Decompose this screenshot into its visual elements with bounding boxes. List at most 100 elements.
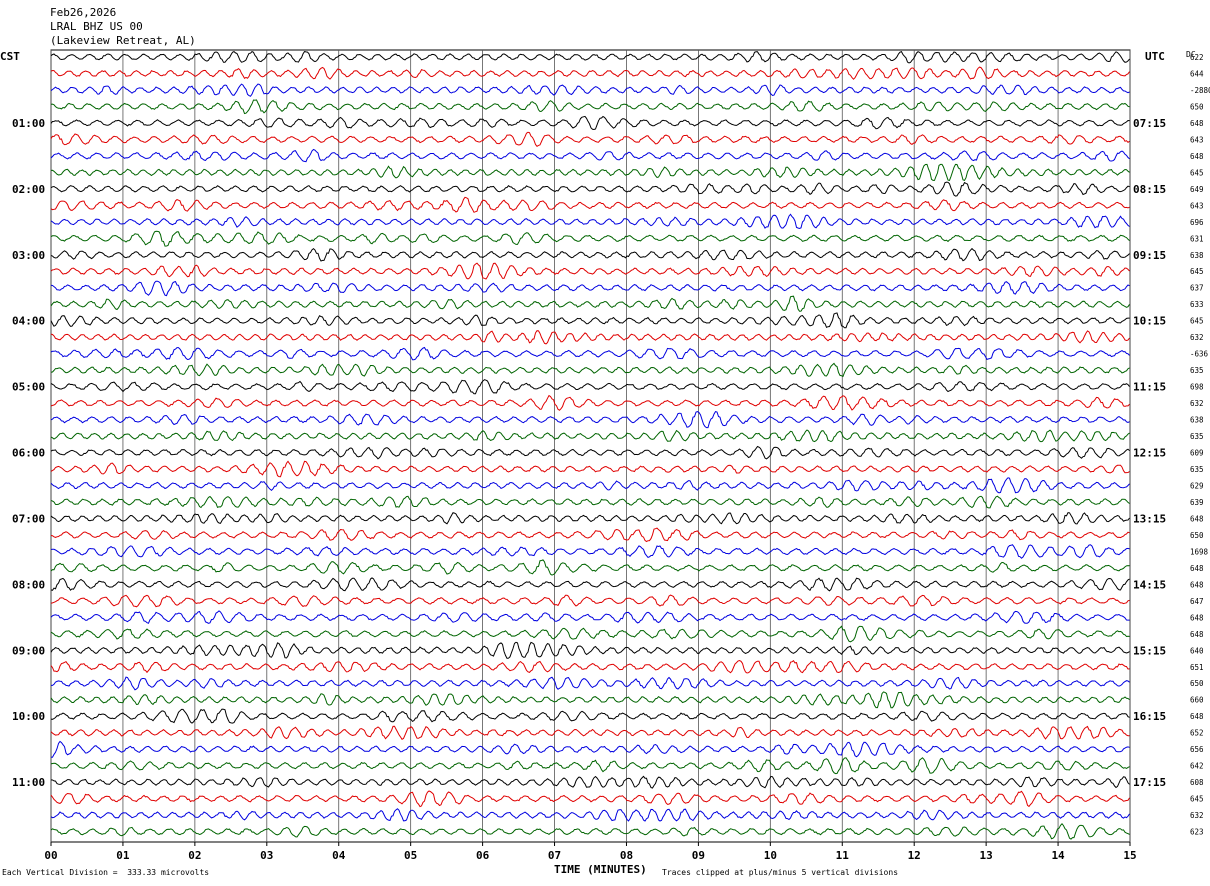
dc-offset-label: 632	[1190, 399, 1204, 408]
x-tick-label: 09	[692, 849, 705, 862]
seismogram-trace	[50, 757, 1130, 775]
dc-offset-label: 639	[1190, 498, 1204, 507]
x-tick-label: 13	[980, 849, 993, 862]
x-tick-label: 15	[1123, 849, 1136, 862]
cst-hour-label: 06:00	[12, 447, 45, 460]
dc-offset-label: 642	[1190, 762, 1204, 771]
dc-offset-label: 635	[1190, 432, 1204, 441]
dc-offset-label: 650	[1190, 531, 1204, 540]
dc-offset-label: 648	[1190, 580, 1204, 589]
cst-hour-label: 01:00	[12, 117, 45, 130]
seismogram-trace	[50, 280, 1130, 297]
seismogram-trace	[50, 115, 1130, 131]
record-date: Feb26,2026	[50, 6, 117, 19]
x-tick-label: 11	[836, 849, 850, 862]
seismogram-trace	[50, 691, 1130, 709]
seismogram-trace	[50, 346, 1130, 361]
dc-offset-label: 637	[1190, 284, 1204, 293]
dc-offset-label: 643	[1190, 135, 1204, 144]
seismogram-trace	[50, 230, 1130, 247]
dc-offset-label: 648	[1190, 564, 1204, 573]
utc-hour-label: 09:15	[1133, 249, 1166, 262]
dc-offset-label: 648	[1190, 712, 1204, 721]
seismogram-trace	[50, 460, 1130, 478]
seismogram-trace	[50, 495, 1130, 509]
x-tick-label: 10	[764, 849, 777, 862]
seismogram-trace	[51, 676, 1130, 691]
cst-hour-label: 02:00	[12, 183, 45, 196]
dc-offset-header: DC	[1186, 50, 1196, 59]
utc-hour-label: 13:15	[1133, 512, 1166, 525]
seismogram-trace	[50, 775, 1130, 789]
x-axis-title: TIME (MINUTES)	[554, 863, 647, 876]
seismogram-trace	[50, 295, 1130, 312]
utc-hour-label: 07:15	[1133, 117, 1166, 130]
x-tick-label: 01	[116, 849, 130, 862]
seismogram-trace	[50, 577, 1130, 592]
seismogram-trace	[50, 641, 1130, 659]
utc-hour-label: 14:15	[1133, 578, 1166, 591]
x-tick-label: 07	[548, 849, 561, 862]
x-tick-label: 05	[404, 849, 417, 862]
utc-hour-label: 12:15	[1133, 447, 1166, 460]
utc-hour-label: 15:15	[1133, 644, 1166, 657]
utc-hour-label: 10:15	[1133, 315, 1166, 328]
seismogram-trace	[50, 594, 1130, 608]
dc-offset-label: 648	[1190, 514, 1204, 523]
seismogram-trace	[50, 196, 1130, 213]
plot-frame	[50, 49, 1131, 843]
dc-offset-label: 644	[1190, 69, 1204, 78]
station-location: (Lakeview Retreat, AL)	[50, 34, 196, 47]
station-code: LRAL BHZ US 00	[50, 20, 143, 33]
seismogram-trace	[50, 330, 1130, 345]
dc-offset-label: 645	[1190, 267, 1204, 276]
seismogram-trace	[50, 83, 1130, 97]
dc-offset-label: 629	[1190, 481, 1204, 490]
right-timezone-label: UTC	[1145, 50, 1165, 63]
clip-note: Traces clipped at plus/minus 5 vertical …	[662, 868, 899, 877]
seismogram-trace	[50, 50, 1130, 64]
dc-offset-label: 635	[1190, 465, 1204, 474]
utc-hour-label: 16:15	[1133, 710, 1166, 723]
x-tick-label: 04	[332, 849, 346, 862]
dc-offset-label: 649	[1190, 185, 1204, 194]
cst-hour-label: 05:00	[12, 381, 45, 394]
seismogram-trace	[50, 181, 1130, 197]
seismogram-trace	[50, 99, 1130, 115]
dc-offset-label: 650	[1190, 102, 1204, 111]
dc-offset-label: 648	[1190, 630, 1204, 639]
dc-offset-label: 651	[1190, 663, 1204, 672]
dc-offset-label: 638	[1190, 251, 1204, 260]
seismogram-trace	[50, 394, 1130, 411]
cst-hour-label: 07:00	[12, 512, 45, 525]
dc-offset-label: 631	[1190, 234, 1204, 243]
seismogram-trace	[50, 527, 1130, 543]
dc-offset-label: 652	[1190, 729, 1204, 738]
x-tick-label: 03	[260, 849, 273, 862]
seismogram-trace	[50, 362, 1130, 378]
scale-note: Each Vertical Division = 333.33 microvol…	[2, 868, 210, 877]
x-tick-label: 02	[188, 849, 201, 862]
seismogram-trace	[50, 725, 1130, 740]
dc-offset-label: -28808	[1190, 86, 1210, 95]
dc-offset-label: -636	[1190, 350, 1209, 359]
seismogram-trace	[50, 659, 1130, 674]
seismogram-trace	[50, 808, 1130, 822]
x-tick-label: 06	[476, 849, 490, 862]
seismogram-trace	[50, 163, 1130, 182]
dc-offset-label: 656	[1190, 745, 1204, 754]
cst-hour-label: 08:00	[12, 578, 45, 591]
dc-offset-label: 622	[1190, 53, 1204, 62]
dc-offset-label: 608	[1190, 778, 1204, 787]
seismogram-trace	[50, 790, 1130, 808]
seismogram-trace	[50, 429, 1130, 443]
seismogram-trace	[50, 66, 1130, 80]
x-tick-label: 00	[44, 849, 57, 862]
dc-offset-label: 648	[1190, 152, 1204, 161]
dc-offset-label: 645	[1190, 317, 1204, 326]
dc-offset-label: 632	[1190, 811, 1204, 820]
seismogram-trace	[50, 213, 1130, 230]
dc-offset-label: 633	[1190, 300, 1204, 309]
dc-offset-label: 638	[1190, 416, 1204, 425]
seismogram-trace	[50, 740, 1130, 758]
